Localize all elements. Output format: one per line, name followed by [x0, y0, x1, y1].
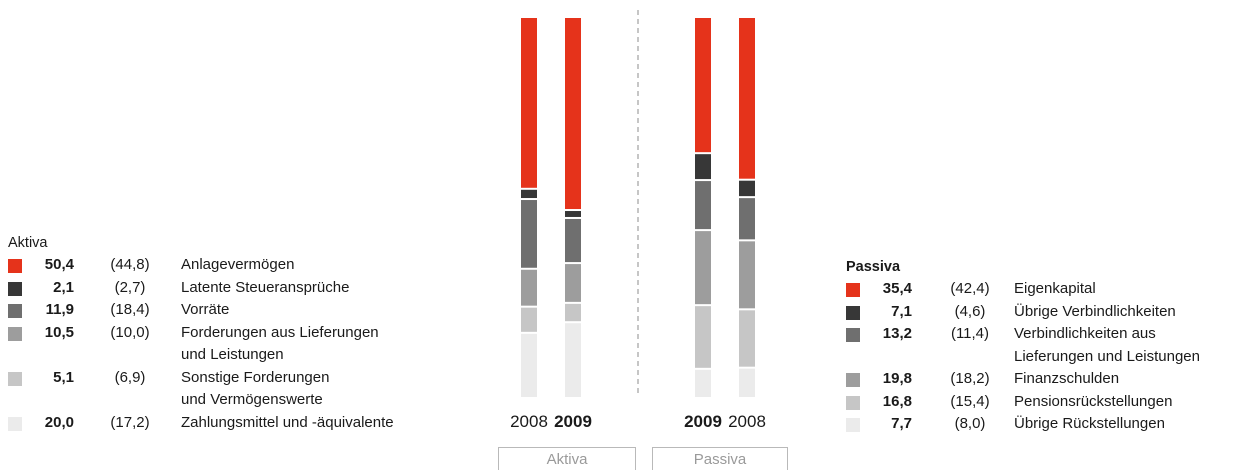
bar-segment-passiva-2008-5	[739, 18, 755, 179]
legend-item: 7,7 (8,0) Übrige Rückstellungen	[846, 413, 1244, 436]
legend-swatch	[846, 305, 860, 320]
legend-label: Sonstige Forderungen und Vermögenswerte	[181, 368, 330, 409]
legend-value-2009: 20,0	[44, 413, 74, 431]
legend-item: 16,8 (15,4) Pensionsrückstellungen	[846, 391, 1244, 414]
legend-value-2009: 11,9	[45, 301, 74, 318]
legend-value-2009: 10,5	[44, 323, 74, 341]
legend-label: Übrige Rückstellungen	[1014, 415, 1165, 432]
legend-item: 11,9 (18,4) Vorräte	[8, 299, 458, 322]
bar-segment-passiva-2009-4	[695, 154, 711, 180]
legend-swatch	[8, 304, 22, 318]
legend-passiva-title: Passiva	[846, 259, 901, 275]
bar-segment-passiva-2008-4	[739, 180, 755, 197]
legend-label: Forderungen aus Lieferungen und Leistung…	[181, 323, 379, 364]
legend-swatch	[8, 416, 22, 431]
legend-item: 35,4 (42,4) Eigenkapital	[846, 278, 1244, 301]
legend-label: Vorräte	[181, 301, 230, 318]
legend-aktiva: Aktiva 50,4 (44,8) Anlagevermögen 2,1 (2,7) L…	[8, 232, 458, 434]
legend-item: 50,4 (44,8) Anlagevermögen	[8, 254, 458, 277]
stacked-bar-chart: 2008 2009 2009 2008	[510, 10, 766, 431]
bar-segment-aktiva-2008-0	[521, 333, 537, 397]
legend-value-2008: (42,4)	[950, 280, 990, 297]
x-tick-label: 2008	[510, 412, 548, 431]
legend-label: Zahlungsmittel und -äquivalente	[181, 413, 394, 431]
legend-passiva-rows: 35,4 (42,4) Eigenkapital 7,1 (4,6) Übrige Ver…	[846, 278, 1244, 436]
legend-value-2008: (4,6)	[954, 302, 986, 320]
bar-segment-aktiva-2008-2	[521, 269, 537, 306]
legend-value-2008: (11,4)	[950, 325, 990, 342]
legend-item: 5,1 (6,9) Sonstige Forderungen und Vermöge…	[8, 367, 458, 412]
legend-value-2008: (18,2)	[950, 370, 990, 387]
legend-item: 2,1 (2,7) Latente Steueransprüche	[8, 277, 458, 300]
legend-value-2009: 35,4	[882, 280, 912, 297]
legend-label: Finanzschulden	[1014, 370, 1120, 387]
bar-segment-passiva-2009-5	[695, 18, 711, 153]
legend-value-2009: 13,2	[882, 325, 912, 342]
legend-value-2008: (10,0)	[110, 323, 150, 341]
bar-segment-aktiva-2009-5	[565, 18, 581, 210]
legend-value-2009: 5,1	[53, 368, 74, 386]
x-tick-label: 2008	[728, 412, 766, 431]
legend-aktiva-rows: 50,4 (44,8) Anlagevermögen 2,1 (2,7) Latente …	[8, 254, 458, 434]
legend-item: 10,5 (10,0) Forderungen aus Lieferungen un…	[8, 322, 458, 367]
legend-value-2009: 2,1	[53, 278, 74, 296]
legend-label: Eigenkapital	[1014, 280, 1096, 297]
bar-segment-aktiva-2009-3	[565, 218, 581, 263]
bar-segment-passiva-2009-1	[695, 306, 711, 368]
legend-value-2009: 50,4	[44, 256, 74, 273]
bar-segment-passiva-2009-0	[695, 369, 711, 397]
bar-segment-passiva-2008-3	[739, 198, 755, 240]
legend-value-2008: (15,4)	[950, 392, 990, 410]
bar-segment-aktiva-2009-2	[565, 264, 581, 302]
bar-segment-aktiva-2008-1	[521, 307, 537, 332]
legend-swatch	[8, 326, 22, 341]
legend-value-2008: (18,4)	[110, 301, 150, 318]
bar-segment-aktiva-2008-4	[521, 189, 537, 199]
legend-value-2008: (44,8)	[110, 256, 150, 273]
bar-segment-passiva-2009-3	[695, 181, 711, 230]
legend-value-2008: (2,7)	[114, 278, 146, 296]
legend-value-2008: (8,0)	[954, 415, 986, 432]
legend-value-2009: 7,1	[891, 302, 912, 320]
bar-segment-passiva-2008-2	[739, 241, 755, 309]
legend-item: 20,0 (17,2) Zahlungsmittel und -äquivalent…	[8, 412, 458, 435]
group-label-aktiva: Aktiva	[498, 447, 636, 470]
bar-segment-aktiva-2009-1	[565, 303, 581, 322]
legend-value-2009: 16,8	[882, 392, 912, 410]
legend-swatch	[846, 328, 860, 342]
legend-swatch	[8, 371, 22, 386]
legend-item: 13,2 (11,4) Verbindlichkeiten aus Lieferun…	[846, 323, 1244, 368]
legend-label: Latente Steueransprüche	[181, 278, 350, 296]
legend-item: 7,1 (4,6) Übrige Verbindlichkeiten	[846, 301, 1244, 324]
legend-label: Verbindlichkeiten aus Lieferungen und Le…	[1014, 325, 1200, 365]
bar-segment-aktiva-2008-3	[521, 200, 537, 268]
group-label-passiva: Passiva	[652, 447, 788, 470]
bar-segment-passiva-2008-1	[739, 310, 755, 367]
legend-value-2009: 19,8	[882, 370, 912, 387]
legend-swatch	[846, 395, 860, 410]
legend-label: Übrige Verbindlichkeiten	[1014, 302, 1176, 320]
bar-segment-aktiva-2009-4	[565, 211, 581, 217]
x-tick-label: 2009	[554, 412, 592, 431]
legend-swatch	[8, 281, 22, 296]
legend-item: 19,8 (18,2) Finanzschulden	[846, 368, 1244, 391]
legend-value-2008: (17,2)	[110, 413, 150, 431]
legend-value-2009: 7,7	[891, 415, 912, 432]
legend-swatch	[846, 418, 860, 432]
bar-segment-aktiva-2009-0	[565, 323, 581, 397]
legend-aktiva-title: Aktiva	[8, 235, 48, 251]
legend-swatch	[846, 373, 860, 387]
legend-swatch	[846, 283, 860, 297]
bar-segment-passiva-2009-2	[695, 231, 711, 305]
bar-segment-aktiva-2008-5	[521, 18, 537, 188]
bar-segment-passiva-2008-0	[739, 368, 755, 397]
legend-passiva: Passiva 35,4 (42,4) Eigenkapital 7,1 (4,6) Üb…	[846, 256, 1244, 436]
legend-value-2008: (6,9)	[114, 368, 146, 386]
legend-label: Pensionsrückstellungen	[1014, 392, 1173, 410]
x-tick-label: 2009	[684, 412, 722, 431]
legend-swatch	[8, 259, 22, 273]
legend-label: Anlagevermögen	[181, 256, 295, 273]
